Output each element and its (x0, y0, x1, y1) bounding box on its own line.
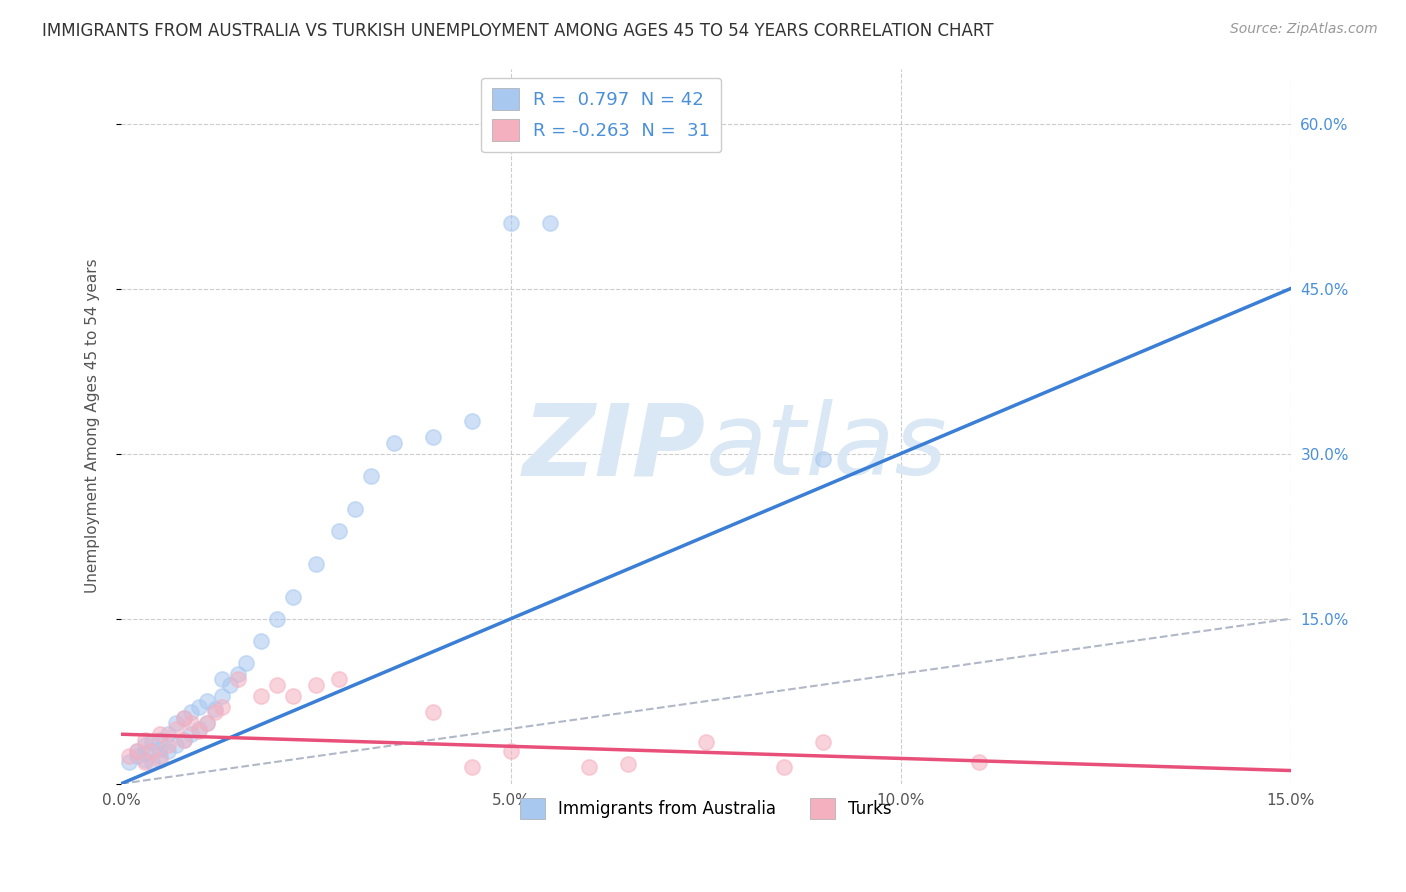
Point (149, 727, 172, 741)
Point (188, 699, 211, 714)
Point (328, 524, 350, 538)
Point (149, 752, 172, 766)
Point (195, 716, 218, 731)
Point (281, 689, 304, 703)
Point (118, 749, 141, 764)
Point (134, 755, 156, 769)
Point (461, 760, 484, 774)
Point (305, 557, 328, 571)
Point (226, 666, 249, 681)
Point (226, 672, 249, 686)
Point (125, 744, 148, 758)
Point (695, 735, 717, 749)
Point (250, 633, 273, 648)
Point (811, 452, 834, 467)
Point (180, 727, 202, 741)
Text: atlas: atlas (706, 399, 948, 496)
Point (173, 732, 195, 747)
Point (305, 678, 328, 692)
Point (134, 738, 156, 752)
Point (422, 705, 444, 719)
Point (967, 755, 990, 769)
Point (165, 716, 187, 731)
Point (141, 744, 163, 758)
Point (125, 749, 148, 764)
Point (811, 735, 834, 749)
Point (141, 755, 163, 769)
Point (360, 468, 382, 483)
Point (538, 216, 561, 230)
Point (156, 738, 179, 752)
Point (578, 760, 600, 774)
Point (617, 756, 640, 771)
Point (211, 699, 233, 714)
Point (165, 722, 187, 736)
Point (422, 430, 444, 444)
Point (195, 694, 218, 708)
Y-axis label: Unemployment Among Ages 45 to 54 years: Unemployment Among Ages 45 to 54 years (86, 259, 100, 593)
Point (188, 722, 211, 736)
Point (180, 716, 202, 731)
Point (149, 741, 172, 756)
Point (328, 672, 350, 686)
Point (195, 716, 218, 731)
Point (149, 749, 172, 764)
Point (382, 435, 405, 450)
Point (344, 501, 367, 516)
Point (461, 414, 484, 428)
Legend: Immigrants from Australia, Turks: Immigrants from Australia, Turks (513, 792, 898, 825)
Text: IMMIGRANTS FROM AUSTRALIA VS TURKISH UNEMPLOYMENT AMONG AGES 45 TO 54 YEARS CORR: IMMIGRANTS FROM AUSTRALIA VS TURKISH UNE… (42, 22, 994, 40)
Point (173, 732, 195, 747)
Point (235, 656, 257, 670)
Point (204, 705, 226, 719)
Point (219, 678, 242, 692)
Point (180, 705, 202, 719)
Point (165, 738, 187, 752)
Point (173, 711, 195, 725)
Point (266, 612, 288, 626)
Point (156, 727, 179, 741)
Point (266, 678, 288, 692)
Point (141, 735, 163, 749)
Point (173, 711, 195, 725)
Point (134, 746, 156, 760)
Point (149, 732, 172, 747)
Point (204, 702, 226, 716)
Point (118, 755, 141, 769)
Point (499, 744, 522, 758)
Point (772, 760, 794, 774)
Point (188, 723, 211, 738)
Point (156, 744, 179, 758)
Point (125, 744, 148, 758)
Point (211, 672, 233, 686)
Point (211, 689, 233, 703)
Point (134, 752, 156, 766)
Text: ZIP: ZIP (523, 399, 706, 496)
Point (134, 732, 156, 747)
Point (499, 216, 522, 230)
Point (250, 689, 273, 703)
Text: Source: ZipAtlas.com: Source: ZipAtlas.com (1230, 22, 1378, 37)
Point (281, 590, 304, 604)
